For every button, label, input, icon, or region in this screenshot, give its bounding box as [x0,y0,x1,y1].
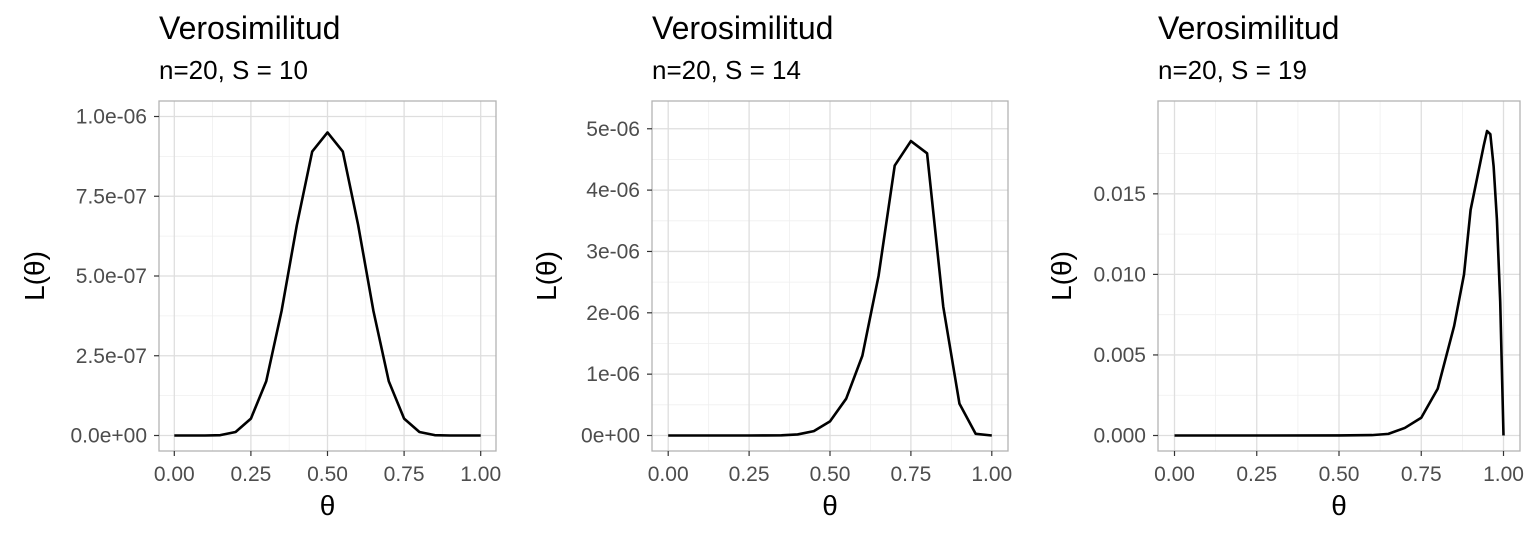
chart-panel-1: 0.00 0.25 0.50 0.75 1.00 0.0e+00 2.5e-07 5.0e-0… [19,10,501,521]
y-tick-label: 1e-06 [586,363,640,386]
likelihood-line [1174,129,1505,437]
y-tick-label: 1.0e-06 [76,106,147,129]
y-tick-label: 4e-06 [586,179,640,202]
chart-panel-3: 0.00 0.25 0.50 0.75 1.00 0.000 0.005 0.010 0.015… [1046,10,1524,521]
chart-subtitle: n=20, S = 14 [652,55,801,85]
y-tick-label: 0.005 [1093,344,1146,367]
likelihood-line [668,139,992,437]
x-tick-label: 0.25 [729,463,770,486]
x-tick-label: 0.00 [648,463,689,486]
x-tick-label: 1.00 [460,463,501,486]
x-tick-label: 0.75 [890,463,931,486]
y-axis-label: L(θ) [19,251,50,301]
x-tick-label: 0.00 [1154,463,1195,486]
x-axis-label: θ [1331,490,1347,521]
chart-panel-2: 0.00 0.25 0.50 0.75 1.00 0e+00 1e-06 2e-06 3e-06… [531,10,1012,521]
x-tick-label: 1.00 [971,463,1012,486]
y-tick-label: 5e-06 [586,118,640,141]
y-tick-label: 0.010 [1093,263,1146,286]
x-tick-label: 1.00 [1483,463,1524,486]
chart-title: Verosimilitud [652,10,833,46]
chart-subtitle: n=20, S = 10 [159,55,308,85]
x-axis-label: θ [822,490,838,521]
likelihood-line [174,131,481,437]
x-tick-label: 0.25 [230,463,271,486]
y-tick-label: 0e+00 [581,425,640,448]
y-tick-label: 7.5e-07 [76,185,147,208]
chart-subtitle: n=20, S = 19 [1158,55,1307,85]
y-axis-label: L(θ) [531,251,562,301]
y-tick-label: 0.000 [1093,425,1146,448]
y-tick-label: 3e-06 [586,240,640,263]
chart-title: Verosimilitud [1158,10,1339,46]
x-axis-label: θ [320,490,336,521]
y-tick-label: 0.0e+00 [71,425,148,448]
x-tick-label: 0.00 [154,463,195,486]
x-tick-label: 0.25 [1236,463,1277,486]
x-tick-label: 0.75 [384,463,425,486]
y-tick-label: 0.015 [1093,183,1146,206]
x-tick-label: 0.75 [1401,463,1442,486]
chart-title: Verosimilitud [159,10,340,46]
y-axis-label: L(θ) [1046,251,1077,301]
x-tick-label: 0.50 [1319,463,1360,486]
y-tick-label: 2e-06 [586,302,640,325]
y-tick-label: 5.0e-07 [76,265,147,288]
x-tick-label: 0.50 [810,463,851,486]
x-tick-label: 0.50 [307,463,348,486]
y-tick-label: 2.5e-07 [76,345,147,368]
